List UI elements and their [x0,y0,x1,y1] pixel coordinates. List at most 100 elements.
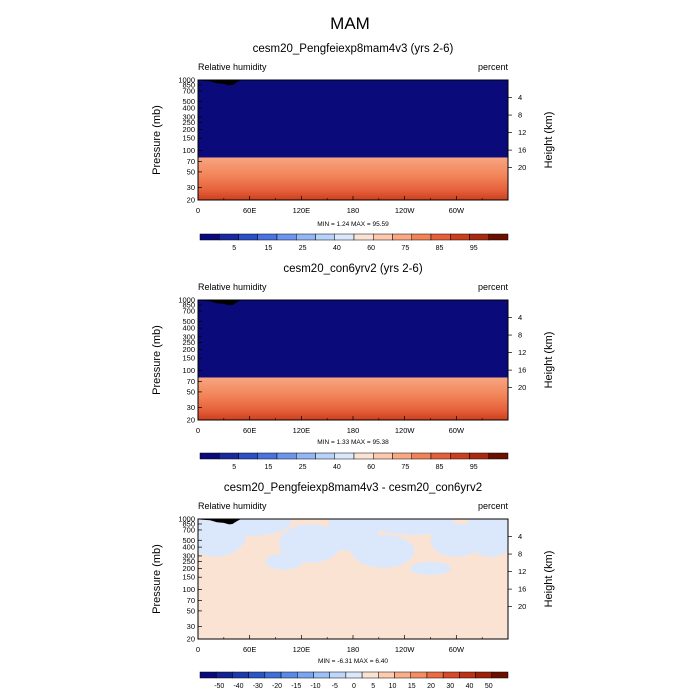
panel1-left-label: Relative humidity [198,62,267,72]
y-tick-label: 30 [187,183,195,192]
colorbar-label: 50 [485,683,493,690]
colorbar-swatch [219,452,239,460]
colorbar-swatch [313,671,330,679]
colorbar-swatch [430,452,451,460]
y-tick-label: 70 [187,596,195,605]
panel2-left-label: Relative humidity [198,282,267,292]
x-tick-label: 180 [347,206,360,215]
topography-mask [200,80,242,86]
x-tick-label: 0 [196,426,200,435]
colorbar-swatch [315,452,335,460]
y-tick-label: 300 [182,112,195,121]
x-tick-label: 60E [243,645,256,654]
right-tick-label: 20 [518,602,526,611]
colorbar-swatch [410,671,428,679]
right-tick-label: 16 [518,146,526,155]
colorbar-swatch [257,233,278,241]
colorbar-swatch [219,233,239,241]
colorbar-swatch [264,671,282,679]
y-tick-label: 30 [187,622,195,631]
panel1-plot: 2030507010015020025030040050070085010002… [151,76,555,216]
colorbar-swatch [238,233,258,241]
colorbar-swatch [378,671,395,679]
colorbar-label: 40 [333,464,341,471]
right-tick-label: 12 [518,567,526,576]
colorbar-label: 75 [401,464,409,471]
panel2-colorbar: 5 15 25 40 60 75 85 95 [199,452,509,471]
y-right-axis-title: Height (km) [543,332,555,389]
colorbar-label: 30 [446,683,454,690]
x-tick-label: 0 [196,206,200,215]
panel2-right-label: percent [477,282,508,292]
x-tick-label: 120E [293,645,311,654]
colorbar-swatch [353,452,374,460]
x-tick-label: 60W [449,206,465,215]
x-tick-label: 120W [395,645,416,654]
topography-mask [200,300,242,306]
y-tick-label: 50 [187,387,195,396]
colorbar-swatch [411,452,432,460]
colorbar-label: -20 [272,683,282,690]
colorbar-label: 0 [352,683,356,690]
panel1-stats: MIN = 1.24 MAX = 95.59 [317,221,389,228]
colorbar-swatch [488,233,509,241]
x-tick-label: 120W [395,426,416,435]
colorbar-swatch [199,671,217,679]
colorbar-label: 95 [470,464,478,471]
colorbar-swatch [334,452,355,460]
y-tick-label: 200 [182,125,195,134]
main-title: MAM [330,14,370,33]
y-axis-title: Pressure (mb) [151,105,163,175]
colorbar-swatch [411,233,432,241]
y-tick-label: 1000 [178,76,195,85]
colorbar-swatch [469,452,489,460]
y-tick-label: 50 [187,606,195,615]
colorbar-swatch [469,233,489,241]
y-tick-label: 20 [187,635,195,644]
y-tick-label: 400 [182,543,195,552]
y-tick-label: 1000 [178,515,195,524]
colorbar-swatch [394,671,411,679]
colorbar-swatch [475,671,493,679]
y-axis-title: Pressure (mb) [151,325,163,395]
colorbar-swatch [450,233,470,241]
x-tick-label: 60E [243,206,256,215]
y-tick-label: 700 [182,86,195,95]
x-tick-label: 60E [243,426,256,435]
y-tick-label: 50 [187,167,195,176]
colorbar-label: 60 [367,245,375,252]
colorbar-label: 15 [265,464,273,471]
panel3-plot: 2030507010015020025030040050070085010002… [151,515,555,655]
colorbar-label: 5 [232,464,236,471]
panel3-left-label: Relative humidity [198,501,267,511]
colorbar-swatch [373,233,393,241]
y-tick-label: 150 [182,573,195,582]
panel3-stats: MIN = -6.31 MAX = 6.40 [317,658,389,665]
colorbar-label: 15 [265,245,273,252]
right-tick-label: 8 [518,550,522,559]
colorbar-swatch [215,671,233,679]
y-tick-label: 20 [187,196,195,205]
y-tick-label: 100 [182,366,195,375]
colorbar-swatch [491,671,509,679]
colorbar-swatch [361,671,379,679]
colorbar-swatch [296,233,316,241]
y-tick-label: 20 [187,416,195,425]
colorbar-label: -10 [310,683,320,690]
x-tick-label: 0 [196,645,200,654]
colorbar-swatch [276,452,297,460]
y-tick-label: 250 [182,338,195,347]
colorbar-swatch [257,452,278,460]
y-tick-label: 400 [182,104,195,113]
colorbar-swatch [334,233,355,241]
colorbar-label: 15 [408,683,416,690]
panel1-title: cesm20_Pengfeiexp8mam4v3 (yrs 2-6) [252,43,454,55]
colorbar-label: 85 [436,464,444,471]
y-tick-label: 30 [187,403,195,412]
colorbar-label: 40 [333,245,341,252]
y-tick-label: 250 [182,557,195,566]
x-tick-label: 120E [293,426,311,435]
colorbar-swatch [459,671,476,679]
y-tick-label: 1000 [178,296,195,305]
colorbar-label: -30 [253,683,263,690]
